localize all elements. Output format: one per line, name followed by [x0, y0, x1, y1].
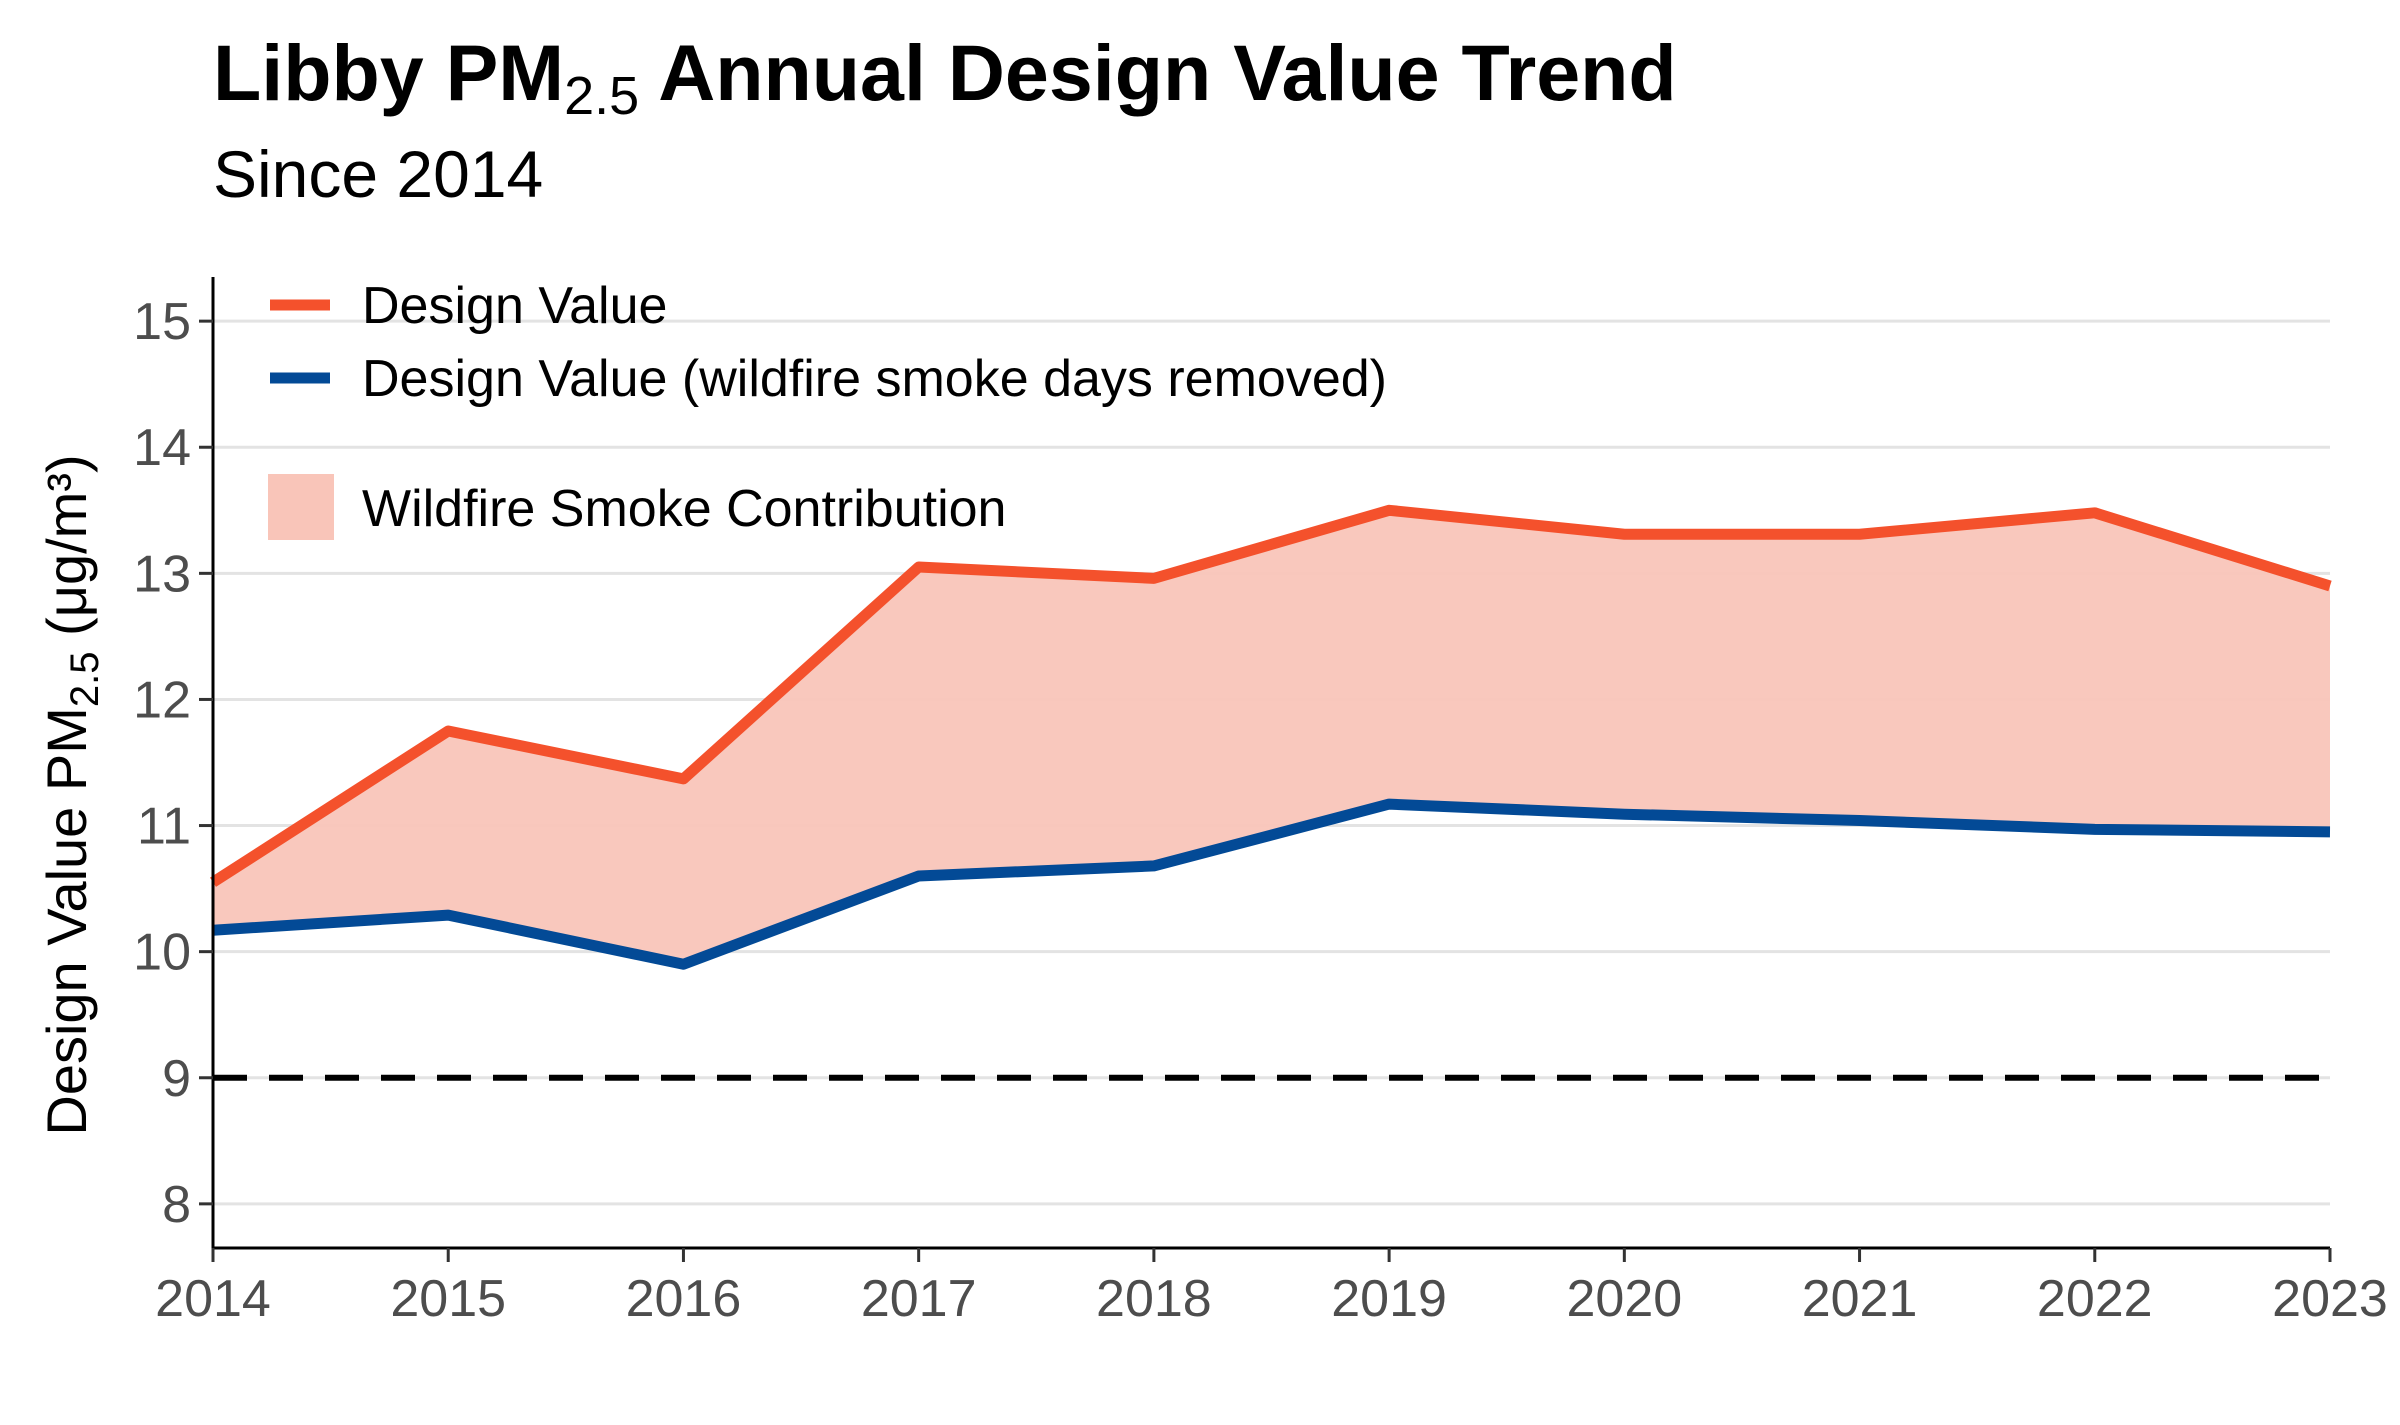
x-tick-label-2021: 2021 — [1802, 1270, 1918, 1328]
y-tick-label-14: 14 — [133, 419, 191, 477]
y-tick-label-10: 10 — [133, 924, 191, 982]
y-tick-label-9: 9 — [162, 1050, 191, 1108]
series-design-value — [210, 504, 2332, 887]
x-tick-label-2020: 2020 — [1566, 1270, 1682, 1328]
y-axis-label: Design Value PM2.5 (μg/m³) — [35, 454, 107, 1135]
y-axis-label-rest: (μg/m³) — [35, 454, 98, 651]
x-tick-label-2017: 2017 — [861, 1270, 977, 1328]
series-design-value-smoke-removed — [212, 798, 2331, 970]
chart-subtitle: Since 2014 — [213, 137, 543, 211]
chart-title-rest: Annual Design Value Trend — [639, 28, 1676, 117]
smoke-contribution-area — [213, 510, 2330, 965]
smoke-contribution-fill — [213, 510, 2330, 965]
y-axis-label-subscript: 2.5 — [63, 652, 107, 708]
chart-title-subscript: 2.5 — [564, 66, 639, 126]
chart-title-main: Libby PM — [213, 28, 564, 117]
legend-swatch-smoke-contribution — [268, 474, 334, 540]
series-layer — [210, 504, 2332, 970]
x-tick-label-2023: 2023 — [2272, 1270, 2388, 1328]
legend: Design Value Design Value (wildfire smoke… — [268, 277, 1387, 540]
chart-title: Libby PM2.5 Annual Design Value Trend — [213, 28, 1677, 126]
x-tick-label-2014: 2014 — [155, 1270, 271, 1328]
legend-label-smoke-removed: Design Value (wildfire smoke days remove… — [362, 350, 1387, 408]
x-ticks: 2014 2015 2016 2017 2018 2019 2020 2021 2022 2023 — [155, 1248, 2388, 1328]
y-tick-label-15: 15 — [133, 293, 191, 351]
series-line-1 — [212, 798, 2331, 970]
y-axis-label-main: Design Value PM — [35, 707, 98, 1136]
y-tick-label-11: 11 — [137, 798, 191, 856]
x-tick-label-2019: 2019 — [1331, 1270, 1447, 1328]
x-tick-label-2016: 2016 — [626, 1270, 742, 1328]
x-tick-label-2015: 2015 — [390, 1270, 506, 1328]
x-tick-label-2018: 2018 — [1096, 1270, 1212, 1328]
axes — [211, 277, 2330, 1250]
legend-label-design-value: Design Value — [362, 277, 667, 335]
y-tick-label-13: 13 — [133, 545, 191, 603]
x-tick-label-2022: 2022 — [2037, 1270, 2153, 1328]
series-line-0 — [210, 504, 2332, 887]
y-ticks: 8 9 10 11 12 13 14 15 — [133, 293, 213, 1234]
y-tick-label-12: 12 — [133, 671, 191, 729]
legend-label-smoke-contribution: Wildfire Smoke Contribution — [362, 480, 1006, 538]
y-tick-label-8: 8 — [162, 1176, 191, 1234]
